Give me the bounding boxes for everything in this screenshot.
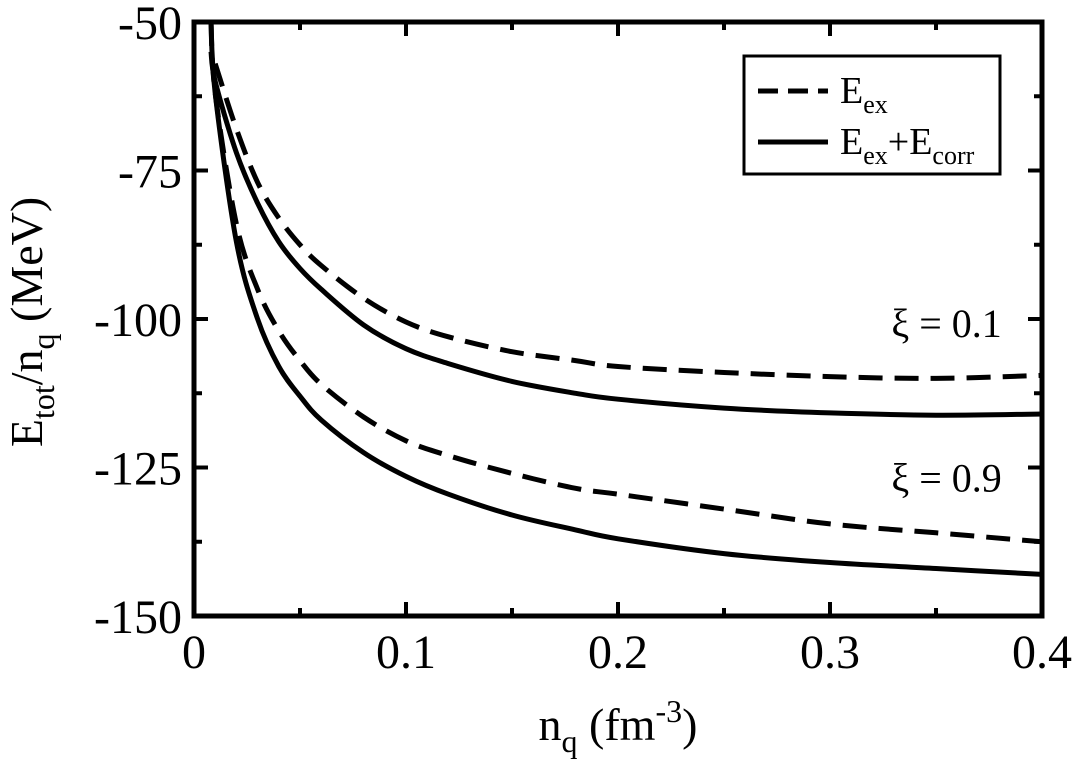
- legend-label-exchange-sub: ex: [863, 90, 888, 119]
- series-line-dashed-0: [212, 62, 1042, 381]
- x-tick-label-4: 0.4: [1012, 626, 1072, 679]
- x-tick-labels: 0 0.1 0.2 0.3 0.4: [182, 626, 1072, 679]
- legend-label-exchange-base: E: [840, 70, 863, 112]
- legend-label-ec-plus: +E: [888, 121, 933, 163]
- y-tick-label-0: -150: [94, 591, 182, 644]
- annotation-0: ξ = 0.1: [891, 301, 1001, 346]
- y-axis-label: Etot/nq (MeV): [1, 197, 61, 447]
- y-axis-label-sub1: tot: [25, 385, 61, 419]
- x-axis-label: nq (fm-3): [539, 693, 698, 759]
- y-tick-labels: -150 -125 -100 -75 -50: [94, 0, 182, 644]
- legend-label-ec-sub2: corr: [932, 141, 974, 170]
- legend-box: [742, 54, 1002, 176]
- x-tick-label-2: 0.2: [588, 626, 648, 679]
- x-tick-label-3: 0.3: [800, 626, 860, 679]
- annotation-1: ξ = 0.9: [891, 455, 1001, 500]
- y-axis-label-sub2: q: [25, 334, 61, 350]
- y-tick-label-3: -75: [118, 146, 182, 199]
- x-axis-label-unit-close: ): [682, 699, 697, 750]
- legend-label-ec-base1: E: [840, 121, 863, 163]
- y-axis-label-base: E: [1, 419, 52, 447]
- y-axis-label-mid: /n: [1, 350, 52, 386]
- x-axis-label-base: n: [539, 699, 562, 750]
- series-line-dashed-2: [208, 22, 1042, 545]
- y-tick-label-1: -125: [94, 443, 182, 496]
- x-axis-label-sup: -3: [655, 693, 682, 729]
- legend: Eex Eex+Ecorr: [742, 54, 1002, 176]
- y-tick-label-2: -100: [94, 294, 182, 347]
- series-layer: [208, 22, 1042, 577]
- y-axis-label-unit: (MeV): [1, 197, 52, 334]
- series-line-solid-3: [208, 22, 1042, 577]
- tick-layer: [192, 20, 1044, 618]
- x-tick-label-0: 0: [182, 626, 206, 679]
- x-axis-label-unit-open: (fm: [578, 699, 656, 750]
- y-tick-label-4: -50: [118, 0, 182, 50]
- x-axis-label-sub: q: [562, 723, 578, 759]
- legend-label-exchange: Eex: [840, 70, 888, 119]
- series-line-solid-1: [208, 51, 1042, 418]
- legend-label-exchange-corr: Eex+Ecorr: [840, 121, 975, 170]
- x-tick-label-1: 0.1: [376, 626, 436, 679]
- legend-label-ec-sub1: ex: [863, 141, 888, 170]
- annotation-layer: ξ = 0.1 ξ = 0.9: [891, 301, 1001, 500]
